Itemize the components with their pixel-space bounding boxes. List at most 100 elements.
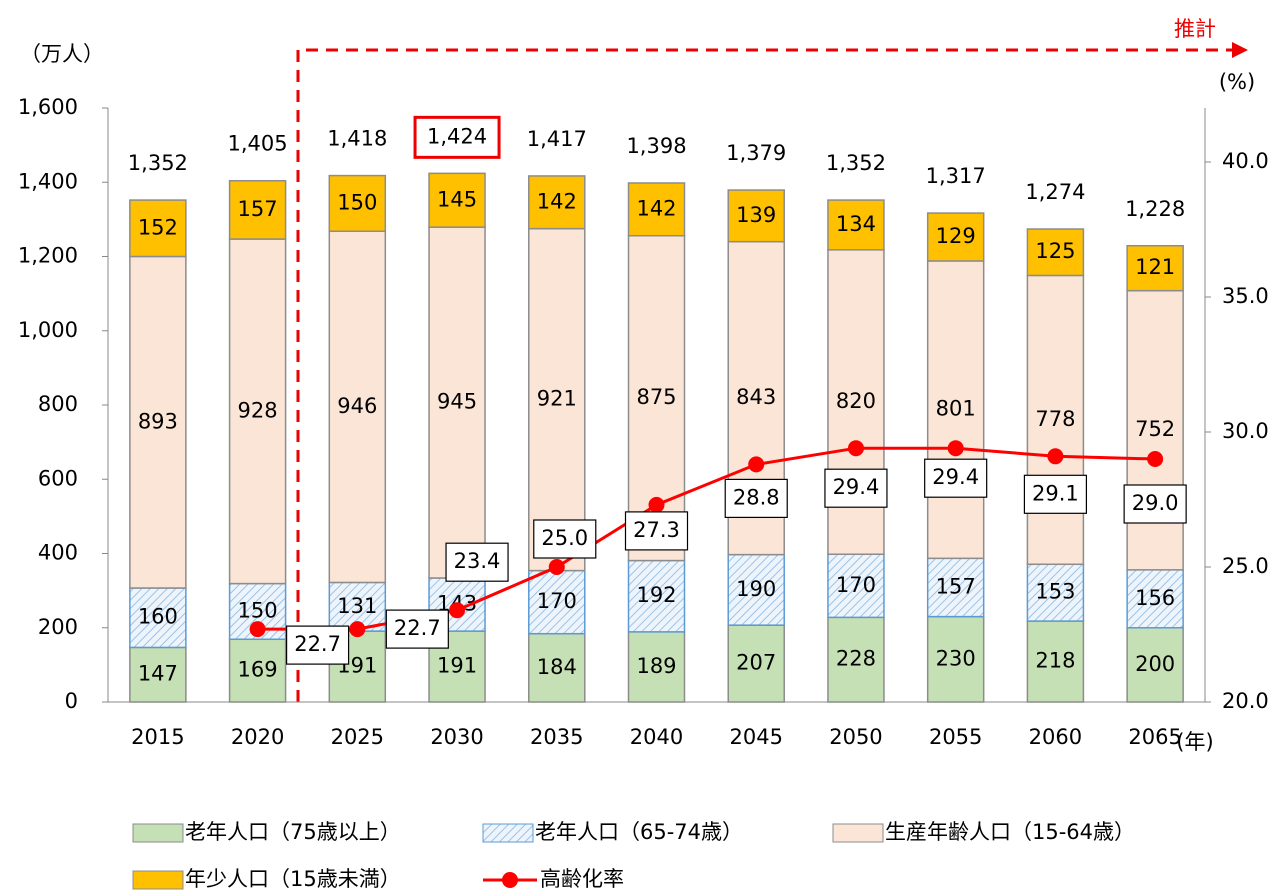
rate-point — [449, 602, 466, 619]
bar-segment — [1026, 563, 1085, 622]
rate-label-box — [285, 625, 350, 665]
x-tick-label: 2025 — [331, 725, 384, 749]
total-label: 1,398 — [626, 134, 686, 158]
bar-segment — [129, 587, 187, 649]
bar-label: 190 — [736, 577, 776, 601]
bar-segment — [428, 172, 486, 228]
bar-segment — [228, 180, 287, 240]
total-label: 1,417 — [527, 127, 587, 151]
bar-segment — [727, 553, 785, 626]
bar-label: 142 — [537, 189, 577, 213]
bar-segment — [1126, 569, 1184, 629]
x-tick-label: 2030 — [430, 725, 483, 749]
y-tick-label: 1,000 — [18, 318, 78, 342]
legend-label: 老年人口（65-74歳） — [535, 820, 743, 844]
bar-label: 778 — [1035, 407, 1075, 431]
bar-label: 152 — [138, 215, 178, 239]
total-label: 1,274 — [1025, 180, 1085, 204]
bar-segment — [1126, 244, 1184, 292]
rate-point — [1147, 451, 1164, 467]
bar-label: 946 — [337, 394, 377, 418]
bar-label: 170 — [836, 573, 876, 597]
legend-marker — [502, 872, 518, 888]
bar-segment — [827, 553, 885, 619]
rate-label: 22.7 — [294, 632, 341, 656]
total-label: 1,418 — [327, 127, 387, 151]
rate-label: 22.7 — [394, 616, 441, 640]
bar-label: 131 — [337, 594, 377, 618]
bar-label: 129 — [936, 224, 976, 248]
bar-label: 157 — [936, 574, 976, 598]
x-tick-label: 2015 — [131, 725, 184, 749]
x-tick-label: 2065 — [1128, 725, 1181, 749]
y2-axis-label: (%) — [1219, 70, 1255, 94]
rate-label-box — [533, 519, 597, 559]
legend-label: 高齢化率 — [540, 867, 624, 891]
x-tick-label: 2045 — [730, 725, 783, 749]
bar-segment — [129, 255, 187, 589]
bar-segment — [228, 638, 287, 703]
bar-label: 150 — [238, 598, 278, 622]
bar-segment — [528, 632, 586, 703]
bar-label: 189 — [636, 654, 676, 678]
bar-label: 893 — [138, 409, 178, 433]
rate-label: 28.8 — [733, 485, 780, 509]
bar-label: 801 — [936, 397, 976, 421]
rate-label-box — [924, 458, 988, 498]
rate-point — [548, 559, 565, 575]
bar-label: 134 — [836, 212, 876, 236]
y2-tick-label: 35.0 — [1222, 284, 1269, 308]
rate-label-box — [1023, 474, 1088, 514]
y-tick-label: 0 — [65, 689, 78, 713]
bar-segment — [428, 226, 486, 579]
bar-label: 121 — [1135, 255, 1175, 279]
bar-segment — [627, 182, 686, 237]
total-label: 1,379 — [726, 141, 786, 165]
rate-label: 29.1 — [1032, 481, 1079, 505]
legend-label: 年少人口（15歳未満） — [185, 867, 401, 891]
bar-label: 169 — [238, 658, 278, 682]
bar-label: 153 — [1035, 580, 1075, 604]
bar-label: 184 — [537, 655, 577, 679]
bar-segment — [528, 175, 586, 230]
rate-point — [947, 440, 964, 457]
y-tick-label: 800 — [38, 392, 78, 416]
bar-segment — [926, 615, 985, 703]
rate-label-box — [445, 542, 509, 582]
bar-label: 921 — [537, 387, 577, 411]
rate-label: 23.4 — [454, 549, 501, 573]
bar-label: 157 — [238, 197, 278, 221]
rate-label: 29.4 — [932, 465, 979, 489]
bar-segment — [1026, 620, 1085, 703]
projection-arrow — [1232, 42, 1248, 58]
legend-swatch — [132, 823, 184, 843]
y-tick-label: 1,400 — [18, 169, 78, 193]
bar-label: 875 — [636, 385, 676, 409]
rate-line — [257, 446, 1156, 631]
x-tick-label: 2035 — [530, 725, 583, 749]
rate-label: 29.4 — [833, 475, 880, 499]
x-tick-label: 2040 — [630, 725, 683, 749]
y-axis-label: （万人） — [20, 42, 104, 66]
bar-label: 170 — [537, 589, 577, 613]
bar-label: 820 — [836, 389, 876, 413]
x-axis-label: (年) — [1176, 730, 1213, 754]
y2-tick-label: 20.0 — [1222, 689, 1269, 713]
bar-label: 156 — [1135, 586, 1175, 610]
legend-swatch — [132, 870, 184, 890]
rate-point — [249, 621, 266, 638]
bar-label: 752 — [1135, 417, 1175, 441]
bar-label: 228 — [836, 647, 876, 671]
bar-label: 945 — [437, 390, 477, 414]
rate-point — [847, 440, 864, 457]
bar-segment — [1026, 228, 1085, 277]
bar-segment — [926, 260, 985, 560]
rate-label: 27.3 — [633, 518, 680, 542]
bar-label: 191 — [437, 654, 477, 678]
rate-label-box — [824, 468, 888, 508]
y2-tick-label: 30.0 — [1222, 419, 1269, 443]
projection-line — [296, 48, 1232, 702]
bar-label: 142 — [636, 196, 676, 220]
x-tick-label: 2060 — [1029, 725, 1082, 749]
